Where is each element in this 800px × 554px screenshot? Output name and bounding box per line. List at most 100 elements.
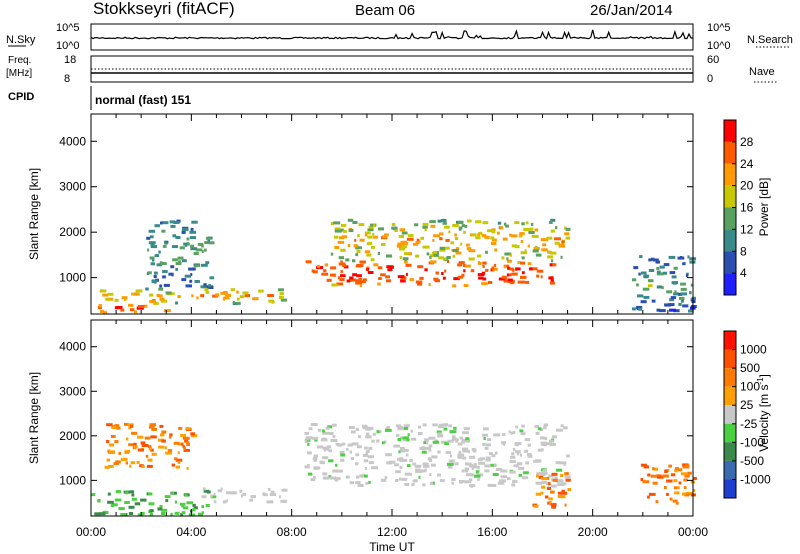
data-cell — [331, 423, 337, 427]
data-cell — [454, 462, 459, 466]
data-cell — [140, 498, 147, 502]
data-cell — [525, 461, 530, 465]
data-cell — [656, 475, 664, 479]
data-cell — [405, 263, 412, 267]
data-cell — [239, 489, 243, 493]
data-cell — [671, 275, 677, 279]
data-cell — [442, 276, 446, 280]
data-cell — [208, 284, 211, 288]
data-cell — [124, 449, 131, 453]
data-cell — [97, 306, 102, 309]
data-cell — [476, 465, 480, 469]
data-cell — [532, 249, 539, 253]
data-cell — [459, 480, 463, 484]
data-cell — [428, 436, 436, 440]
data-cell — [507, 278, 513, 282]
data-cell — [137, 448, 144, 452]
data-cell — [502, 433, 506, 436]
data-cell — [160, 262, 167, 265]
data-cell — [511, 272, 518, 276]
data-cell — [562, 491, 568, 495]
data-cell — [401, 245, 407, 249]
data-cell — [225, 499, 228, 503]
data-cell — [549, 501, 552, 504]
data-cell — [669, 308, 676, 312]
data-cell — [149, 423, 156, 427]
data-cell — [481, 234, 487, 238]
data-cell — [161, 430, 167, 434]
data-cell — [161, 229, 166, 233]
nsearch-label: N.Search — [747, 34, 793, 46]
data-cell — [674, 491, 680, 495]
data-cell — [382, 235, 388, 239]
data-cell — [108, 443, 115, 447]
data-cell — [365, 435, 372, 439]
data-cell — [678, 481, 682, 485]
data-cell — [548, 250, 552, 254]
data-cell — [181, 442, 184, 446]
data-cell — [354, 238, 357, 242]
data-cell — [664, 470, 668, 473]
freq-tick-bottom: 8 — [64, 73, 70, 85]
data-cell — [349, 278, 357, 282]
data-cell — [384, 233, 389, 237]
data-cell — [633, 266, 639, 270]
data-cell — [659, 309, 666, 313]
data-cell — [436, 430, 442, 434]
data-cell — [355, 481, 361, 485]
data-cell — [149, 293, 154, 297]
data-cell — [534, 245, 538, 249]
data-cell — [190, 227, 194, 231]
data-cell — [423, 464, 430, 468]
data-cell — [340, 458, 345, 462]
data-cell — [515, 267, 521, 271]
data-cell — [557, 491, 563, 495]
data-cell — [185, 243, 188, 247]
freq-unit: [MHz] — [6, 68, 32, 79]
colorbar-swatch — [724, 229, 736, 252]
data-cell — [150, 245, 158, 249]
data-cell — [517, 261, 522, 265]
data-cell — [464, 467, 470, 471]
data-cell — [439, 237, 443, 241]
data-cell — [510, 431, 514, 435]
data-cell — [399, 228, 406, 232]
data-cell — [352, 259, 356, 263]
date-label: 26/Jan/2014 — [590, 2, 673, 19]
data-cell — [504, 252, 512, 256]
data-cell — [330, 273, 336, 277]
data-cell — [279, 295, 283, 299]
data-cell — [565, 227, 571, 231]
data-cell — [340, 274, 346, 278]
data-cell — [475, 236, 481, 240]
data-cell — [205, 290, 210, 294]
y-tick-label: 2000 — [59, 429, 86, 443]
colorbar-swatch — [724, 273, 736, 295]
data-cell — [325, 447, 330, 451]
data-cell — [105, 297, 111, 301]
colorbar-swatch — [724, 207, 736, 230]
data-cell — [174, 511, 180, 515]
data-cell — [506, 257, 509, 261]
data-cell — [527, 443, 531, 447]
data-cell — [185, 441, 190, 445]
data-cell — [190, 273, 193, 276]
data-cell — [203, 283, 207, 287]
data-cell — [217, 489, 222, 493]
data-cell — [675, 501, 679, 505]
data-cell — [643, 465, 649, 469]
data-cell — [263, 493, 268, 497]
data-cell — [400, 449, 406, 453]
data-cell — [683, 486, 687, 490]
data-cell — [158, 250, 161, 254]
data-cell — [107, 500, 114, 504]
data-cell — [131, 431, 138, 435]
data-cell — [547, 442, 552, 446]
data-cell — [689, 291, 692, 295]
data-cell — [181, 228, 189, 231]
data-cell — [433, 251, 438, 255]
data-cell — [451, 478, 456, 481]
data-cell — [151, 427, 158, 431]
data-cell — [452, 224, 459, 227]
data-cell — [141, 465, 145, 468]
